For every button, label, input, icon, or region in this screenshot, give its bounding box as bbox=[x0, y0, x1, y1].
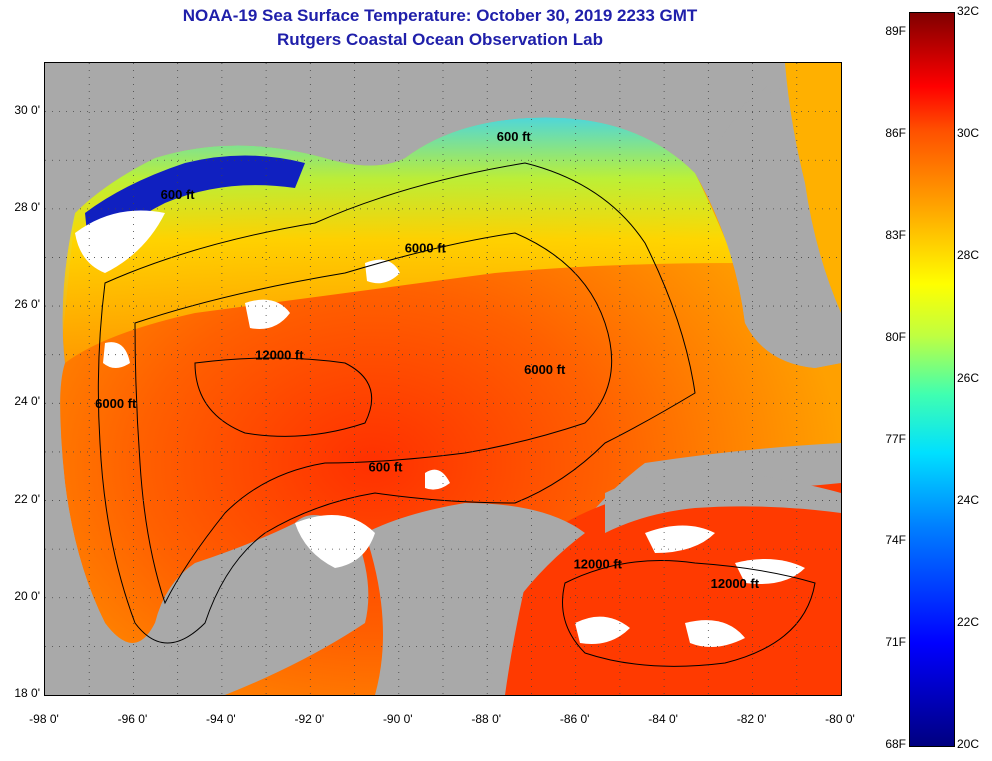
colorbar-celsius-label: 32C bbox=[957, 4, 980, 18]
cloud-patches bbox=[75, 210, 805, 647]
sst-map-canvas: 600 ft 600 ft 6000 ft 12000 ft 6000 ft 6000 f… bbox=[45, 63, 841, 695]
depth-contour-label: 12000 ft bbox=[574, 557, 623, 572]
depth-contour-label: 600 ft bbox=[161, 187, 196, 202]
colorbar-celsius-label: 30C bbox=[957, 126, 980, 141]
colorbar-fahrenheit-label: 74F bbox=[885, 533, 906, 548]
colorbar-fahrenheit-label: 68F bbox=[885, 737, 906, 751]
depth-contour-label: 6000 ft bbox=[95, 396, 137, 411]
longitude-tick-label: -86 0' bbox=[559, 712, 590, 726]
mexico-land bbox=[45, 363, 185, 695]
longitude-tick-label: -98 0' bbox=[29, 712, 59, 726]
graticule bbox=[45, 63, 841, 695]
depth-contour-lines bbox=[97, 162, 816, 667]
depth-contour-label: 6000 ft bbox=[524, 362, 566, 377]
map-title: NOAA-19 Sea Surface Temperature: October… bbox=[182, 6, 698, 25]
latitude-tick-label: 22 0' bbox=[14, 491, 40, 506]
colorbar-fahrenheit-label: 77F bbox=[885, 431, 906, 446]
latitude-tick-label: 24 0' bbox=[14, 394, 40, 409]
colorbar-celsius-label: 28C bbox=[957, 248, 980, 263]
longitude-tick-label: -80 0' bbox=[825, 712, 855, 726]
colorbar-celsius-label: 24C bbox=[957, 492, 980, 507]
depth-contour-label: 600 ft bbox=[369, 459, 404, 474]
temperature-colorbar bbox=[909, 12, 955, 747]
colorbar-celsius-label: 22C bbox=[957, 614, 980, 629]
colorbar-celsius-label: 26C bbox=[957, 370, 980, 385]
depth-contour-label: 12000 ft bbox=[711, 576, 760, 591]
us-land bbox=[45, 63, 785, 363]
longitude-tick-label: -90 0' bbox=[382, 712, 413, 726]
longitude-tick-label: -96 0' bbox=[117, 712, 148, 726]
cuba-land bbox=[605, 470, 841, 533]
longitude-tick-label: -94 0' bbox=[206, 712, 236, 726]
colorbar-fahrenheit-label: 80F bbox=[885, 329, 906, 344]
longitude-tick-label: -92 0' bbox=[294, 712, 325, 726]
colorbar-celsius-label: 20C bbox=[957, 737, 980, 751]
colorbar-fahrenheit-label: 71F bbox=[885, 635, 906, 650]
cold-coastal-water bbox=[85, 155, 305, 263]
longitude-tick-label: -84 0' bbox=[648, 712, 678, 726]
yucatan-land bbox=[365, 503, 585, 695]
colorbar-fahrenheit-label: 86F bbox=[885, 126, 906, 141]
longitude-tick-label: -88 0' bbox=[471, 712, 502, 726]
latitude-tick-label: 18 0' bbox=[14, 686, 40, 700]
latitude-tick-label: 30 0' bbox=[14, 102, 40, 117]
longitude-tick-label: -82 0' bbox=[736, 712, 767, 726]
colorbar-fahrenheit-label: 83F bbox=[885, 227, 906, 242]
latitude-tick-label: 28 0' bbox=[14, 199, 40, 214]
atlantic-water bbox=[785, 63, 841, 313]
contour-labels: 600 ft 600 ft 6000 ft 12000 ft 6000 ft 6000 f… bbox=[95, 129, 760, 591]
sst-map[interactable]: 600 ft 600 ft 6000 ft 12000 ft 6000 ft 6000 f… bbox=[44, 62, 842, 696]
latitude-tick-label: 20 0' bbox=[14, 588, 40, 603]
depth-contour-label: 6000 ft bbox=[405, 241, 447, 256]
depth-contour-label: 600 ft bbox=[497, 129, 532, 144]
map-subtitle: Rutgers Coastal Ocean Observation Lab bbox=[277, 30, 603, 49]
latitude-tick-label: 26 0' bbox=[14, 297, 40, 312]
colorbar-fahrenheit-label: 89F bbox=[885, 24, 906, 39]
depth-contour-label: 12000 ft bbox=[255, 348, 304, 363]
